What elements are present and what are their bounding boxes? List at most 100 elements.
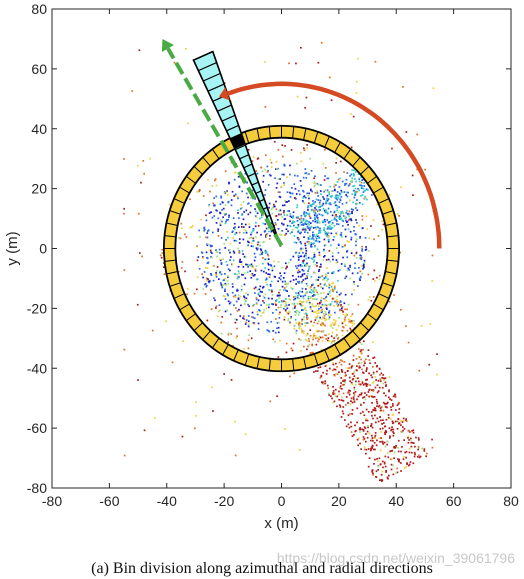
cloud-point [362, 422, 364, 424]
cloud-point [326, 199, 329, 202]
cloud-point [359, 427, 361, 429]
cloud-point [222, 258, 225, 260]
cloud-point [416, 133, 419, 136]
y-tick-label: 60 [31, 61, 47, 77]
cloud-point [335, 197, 337, 200]
cloud-point [314, 263, 317, 266]
cloud-point [307, 270, 309, 272]
cloud-point [365, 419, 367, 422]
cloud-point [432, 87, 435, 90]
cloud-point [228, 182, 230, 185]
cloud-point [322, 162, 325, 165]
cloud-point [277, 280, 279, 283]
cloud-point [205, 219, 208, 222]
cloud-point [304, 106, 306, 109]
cloud-point [336, 196, 339, 199]
cloud-point [323, 238, 326, 241]
cloud-point [310, 205, 313, 207]
cloud-point [289, 173, 291, 176]
cloud-point [254, 268, 257, 271]
cloud-point [315, 298, 317, 301]
cloud-point [215, 195, 218, 198]
cloud-point [309, 291, 311, 293]
cloud-point [347, 228, 350, 231]
cloud-point [296, 310, 299, 312]
cloud-point [280, 234, 283, 236]
cloud-point [222, 295, 225, 297]
cloud-point [373, 269, 376, 272]
cloud-point [225, 239, 227, 241]
cloud-point [302, 176, 305, 179]
cloud-point [351, 179, 353, 182]
cloud-point [206, 232, 209, 234]
cloud-point [344, 315, 347, 317]
cloud-point [355, 244, 357, 247]
cloud-point [260, 251, 262, 253]
cloud-point [362, 191, 365, 193]
cloud-point [244, 223, 247, 226]
cloud-point [296, 281, 299, 283]
cloud-point [215, 270, 218, 272]
cloud-point [413, 455, 416, 458]
cloud-point [298, 449, 301, 451]
cloud-point [351, 383, 354, 386]
cloud-point [340, 234, 343, 236]
cloud-point [285, 228, 288, 230]
cloud-point [304, 294, 307, 297]
cloud-point [259, 285, 262, 288]
cloud-point [317, 279, 319, 281]
cloud-point [331, 214, 334, 217]
cloud-point [335, 157, 338, 160]
cloud-point [321, 308, 324, 311]
cloud-point [298, 327, 300, 330]
cloud-point [200, 218, 202, 221]
cloud-point [400, 470, 402, 472]
cloud-point [237, 247, 239, 250]
cloud-point [293, 324, 296, 327]
cloud-point [365, 394, 368, 396]
cloud-point [407, 464, 410, 467]
cloud-point [355, 357, 358, 360]
cloud-point [365, 408, 368, 411]
cloud-point [345, 275, 348, 278]
cloud-point [272, 330, 275, 332]
cloud-point [268, 306, 270, 309]
cloud-point [351, 272, 354, 275]
cloud-point [388, 194, 391, 196]
cloud-point [302, 279, 305, 281]
cloud-point [360, 176, 362, 179]
ring-segment-divider [256, 356, 260, 369]
cloud-point [383, 422, 385, 424]
cloud-point [414, 453, 416, 456]
cloud-point [268, 230, 270, 233]
cloud-point [349, 319, 351, 321]
cloud-point [322, 202, 325, 205]
cloud-point [372, 296, 375, 298]
cloud-point [250, 242, 253, 245]
cloud-point [297, 271, 299, 274]
cloud-point [363, 396, 366, 398]
cloud-point [366, 378, 368, 381]
cloud-point [336, 207, 339, 209]
cloud-point [293, 303, 296, 306]
cloud-point [360, 361, 363, 364]
cloud-point [234, 273, 236, 275]
cloud-point [392, 464, 394, 467]
cloud-point [323, 227, 326, 229]
cloud-point [328, 286, 330, 289]
cloud-point [256, 313, 259, 316]
cloud-point [300, 217, 303, 220]
cloud-point [266, 165, 269, 168]
cloud-point [293, 197, 296, 199]
cloud-point [340, 217, 343, 220]
cloud-point [205, 276, 208, 279]
cloud-point [306, 263, 309, 266]
cloud-point [336, 233, 338, 236]
cloud-point [388, 474, 390, 477]
cloud-point [201, 273, 203, 275]
cloud-point [348, 389, 350, 392]
cloud-point [304, 264, 306, 267]
cloud-point [224, 213, 226, 216]
cloud-point [301, 331, 303, 333]
cloud-point [316, 370, 319, 372]
